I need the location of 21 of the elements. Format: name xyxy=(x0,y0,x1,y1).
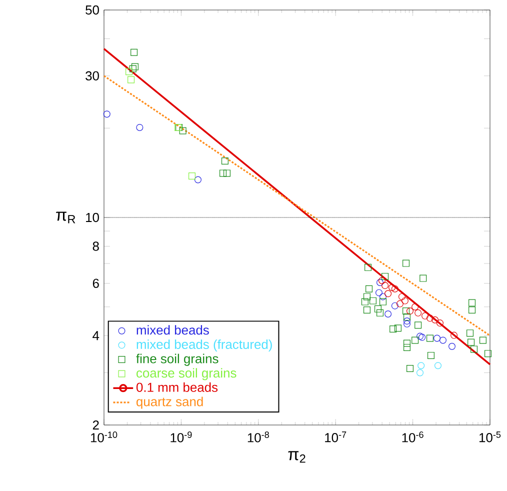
y-tick-label: 50 xyxy=(86,5,99,15)
legend-label: 0.1 mm beads xyxy=(136,382,218,392)
y-tick-label: 4 xyxy=(92,331,100,340)
y-tick-label: 10 xyxy=(86,212,99,222)
y-tick-label: 2 xyxy=(92,420,99,430)
x-tick-label: 10$^{-6}$ xyxy=(402,432,424,442)
x-tick-label: 10$^{-8}$ xyxy=(248,432,269,442)
y-tick-label: 8 xyxy=(92,242,99,251)
legend-label: mixed beads xyxy=(136,325,209,335)
y-axis-title: π$_{R}$ xyxy=(56,212,76,224)
x-tick-label: 10$^{-10}$ xyxy=(90,432,118,442)
legend-label: fine soil grains xyxy=(136,354,218,366)
x-tick-label: 10$^{-9}$ xyxy=(170,432,192,442)
legend-label: coarse soil grains xyxy=(136,368,236,380)
legend-label: quartz sand xyxy=(136,396,203,409)
x-tick-label: 10$^{-5}$ xyxy=(479,432,501,442)
x-tick-label: 10$^{-7}$ xyxy=(325,432,346,442)
legend-label: mixed beads (fractured) xyxy=(136,339,272,352)
x-axis-title: π$_{2}$ xyxy=(288,451,306,463)
y-tick-label: 6 xyxy=(92,278,99,288)
y-tick-label: 30 xyxy=(86,71,99,80)
